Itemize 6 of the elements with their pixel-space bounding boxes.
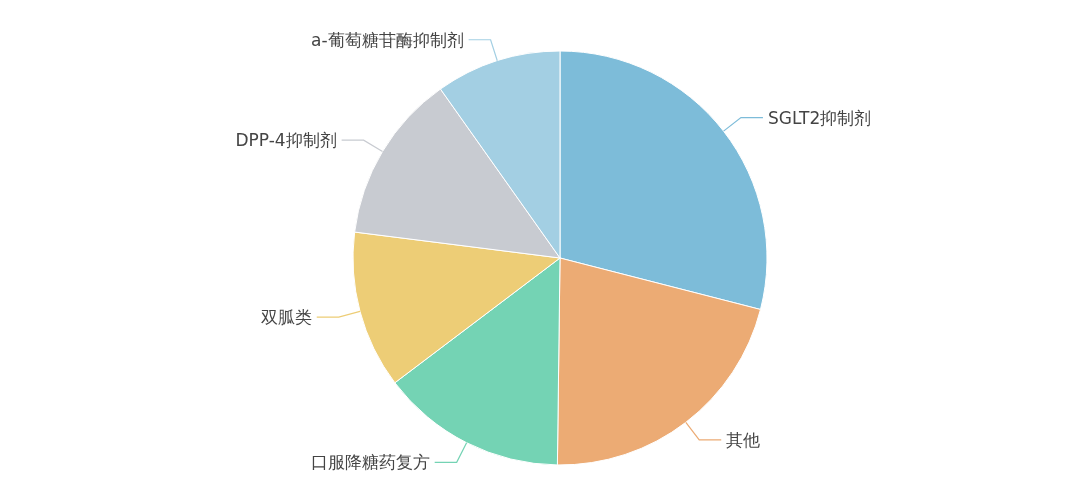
slice-label: SGLT2抑制剂 [767,107,872,128]
slice-label: 其他 [726,429,761,450]
slice-label: 双胍类 [260,307,312,328]
slice-label: DPP-4抑制剂 [235,130,337,151]
slice-label: a-葡萄糖苷酶抑制剂 [311,29,464,50]
slice-label: 口服降糖药复方 [310,452,430,473]
